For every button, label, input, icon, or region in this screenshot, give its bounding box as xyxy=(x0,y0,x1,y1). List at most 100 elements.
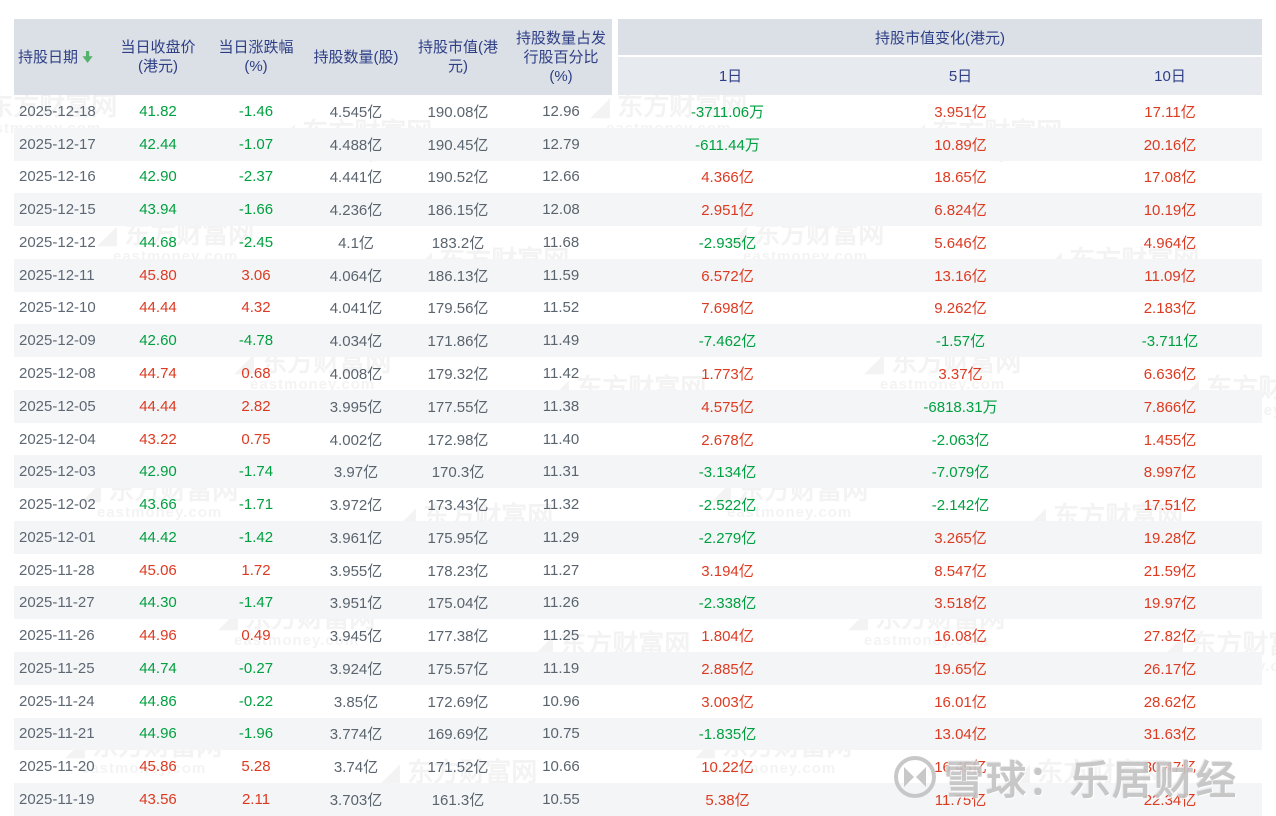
cell-pct-of-issued: 12.66 xyxy=(542,168,580,186)
cell-shares-held: 4.488亿 xyxy=(329,136,383,154)
cell-change-pct: -0.22 xyxy=(238,692,274,710)
cell-close-price: 43.22 xyxy=(139,430,177,448)
cell-close-price: 43.66 xyxy=(139,496,177,514)
cell-close-price: 43.94 xyxy=(139,201,177,219)
cell-market-value: 175.95亿 xyxy=(427,529,489,547)
cell-date: 2025-11-19 xyxy=(19,790,95,808)
cell-date: 2025-12-17 xyxy=(19,135,96,153)
cell-pct-of-issued: 11.31 xyxy=(542,463,580,481)
cell-change-5d: 19.65亿 xyxy=(934,660,987,678)
cell-market-value: 161.3亿 xyxy=(431,791,485,809)
cell-pct-of-issued: 11.49 xyxy=(542,332,580,350)
col-header-date[interactable]: 持股日期 xyxy=(14,19,110,95)
holdings-table: 持股日期 当日收盘价 (港元) 当日涨跌幅 (%) 持股数量(股) 持股市值(港… xyxy=(14,19,1262,816)
cell-change-5d: 16.08亿 xyxy=(934,628,987,646)
table-row: 2025-12-03 42.90 -1.74 3.97亿 170.3亿 11.31 -3.1… xyxy=(14,455,1262,489)
cell-change-1d: -2.935亿 xyxy=(698,234,757,252)
cell-close-price: 44.96 xyxy=(139,627,177,645)
cell-shares-held: 4.236亿 xyxy=(329,202,383,220)
cell-market-value: 183.2亿 xyxy=(431,234,485,252)
cell-date: 2025-12-03 xyxy=(19,463,96,481)
cell-change-5d: -2.142亿 xyxy=(931,497,990,515)
cell-change-1d: -1.835亿 xyxy=(698,726,757,744)
cell-close-price: 42.90 xyxy=(139,463,177,481)
table-row: 2025-12-02 43.66 -1.71 3.972亿 173.43亿 11.32 -2… xyxy=(14,488,1262,521)
cell-market-value: 169.69亿 xyxy=(427,726,489,744)
cell-change-10d: 11.09亿 xyxy=(1144,267,1196,285)
cell-change-pct: -1.46 xyxy=(238,102,274,120)
cell-change-5d: -2.063亿 xyxy=(931,431,990,449)
cell-shares-held: 4.002亿 xyxy=(329,431,383,449)
cell-pct-of-issued: 12.96 xyxy=(542,102,580,120)
cell-market-value: 170.3亿 xyxy=(431,464,485,482)
sort-descending-icon xyxy=(82,51,93,63)
cell-change-1d: -2.279亿 xyxy=(698,529,757,547)
cell-change-10d: 19.97亿 xyxy=(1143,595,1197,613)
cell-market-value: 186.15亿 xyxy=(427,202,489,220)
cell-market-value: 175.57亿 xyxy=(427,660,489,678)
cell-market-value: 171.86亿 xyxy=(427,333,489,351)
cell-change-10d: 21.59亿 xyxy=(1143,562,1197,580)
cell-pct-of-issued: 10.55 xyxy=(542,790,580,808)
cell-change-5d: 5.646亿 xyxy=(934,234,987,252)
cell-change-1d: 2.951亿 xyxy=(701,202,754,220)
cell-change-pct: -4.78 xyxy=(238,332,274,350)
cell-change-5d: -6818.31万 xyxy=(923,398,998,416)
table-row: 2025-11-21 44.96 -1.96 3.774亿 169.69亿 10.75 -1… xyxy=(14,717,1262,751)
cell-change-1d: -3.134亿 xyxy=(698,464,757,482)
table-row: 2025-11-25 44.74 -0.27 3.924亿 175.57亿 11.19 2.… xyxy=(14,652,1262,685)
cell-close-price: 44.74 xyxy=(139,659,177,677)
cell-close-price: 44.30 xyxy=(139,594,177,612)
group-header-market-value-change: 持股市值变化(港元) xyxy=(618,19,1262,57)
cell-shares-held: 3.955亿 xyxy=(329,562,383,580)
cell-change-1d: 6.572亿 xyxy=(701,267,754,285)
col-header-1d-change: 1日 xyxy=(718,67,743,85)
cell-pct-of-issued: 10.96 xyxy=(542,692,580,710)
cell-change-1d: -611.44万 xyxy=(695,136,760,154)
table-row: 2025-12-08 44.74 0.68 4.008亿 179.32亿 11.42 1.7… xyxy=(14,357,1262,390)
cell-change-pct: -1.07 xyxy=(238,135,274,153)
cell-change-10d: 1.455亿 xyxy=(1143,431,1197,449)
cell-change-1d: 2.885亿 xyxy=(701,660,754,678)
cell-market-value: 186.13亿 xyxy=(427,267,489,285)
cell-change-10d: 17.11亿 xyxy=(1144,103,1196,121)
cell-change-pct: 2.11 xyxy=(241,790,271,808)
cell-change-pct: 5.28 xyxy=(241,758,271,776)
cell-change-pct: 1.72 xyxy=(241,561,271,579)
cell-change-5d: 3.37亿 xyxy=(938,366,983,383)
cell-date: 2025-12-04 xyxy=(19,430,96,448)
cell-pct-of-issued: 11.25 xyxy=(542,627,580,645)
cell-close-price: 44.68 xyxy=(139,233,177,251)
cell-date: 2025-11-20 xyxy=(19,758,95,776)
cell-date: 2025-11-24 xyxy=(19,692,95,710)
cell-pct-of-issued: 12.79 xyxy=(542,135,580,153)
cell-date: 2025-11-28 xyxy=(19,561,95,579)
cell-change-5d: 6.824亿 xyxy=(934,202,987,220)
cell-close-price: 44.44 xyxy=(139,397,177,415)
col-header-5d-change: 5日 xyxy=(948,67,973,85)
table-row: 2025-11-27 44.30 -1.47 3.951亿 175.04亿 11.26 -2… xyxy=(14,586,1262,620)
table-row: 2025-12-01 44.42 -1.42 3.961亿 175.95亿 11.29 -2… xyxy=(14,520,1262,554)
cell-change-1d: -3711.06万 xyxy=(690,103,765,121)
table-row: 2025-11-28 45.06 1.72 3.955亿 178.23亿 11.27 3.1… xyxy=(14,554,1262,587)
cell-change-5d: 3.518亿 xyxy=(934,595,987,613)
cell-change-10d: 4.964亿 xyxy=(1143,234,1197,252)
table-row: 2025-12-12 44.68 -2.45 4.1亿 183.2亿 11.68 -2.93… xyxy=(14,226,1262,259)
cell-market-value: 190.52亿 xyxy=(427,169,489,187)
cell-change-10d: 27.82亿 xyxy=(1143,628,1197,646)
cell-change-1d: 5.38亿 xyxy=(705,791,750,809)
cell-shares-held: 4.441亿 xyxy=(329,169,383,187)
cell-change-5d: -1.57亿 xyxy=(935,333,986,351)
cell-pct-of-issued: 11.40 xyxy=(542,430,580,448)
cell-change-1d: 3.194亿 xyxy=(701,562,754,580)
cell-shares-held: 3.961亿 xyxy=(329,529,383,547)
cell-shares-held: 3.74亿 xyxy=(333,759,379,777)
cell-change-10d: 28.62亿 xyxy=(1143,693,1197,711)
cell-market-value: 177.55亿 xyxy=(427,398,489,416)
cell-change-pct: -1.74 xyxy=(238,463,274,481)
cell-change-1d: 7.698亿 xyxy=(701,300,754,318)
cell-change-1d: -2.522亿 xyxy=(698,497,757,515)
cell-shares-held: 4.064亿 xyxy=(329,267,383,285)
cell-market-value: 179.56亿 xyxy=(427,300,489,318)
cell-date: 2025-12-12 xyxy=(19,233,96,251)
